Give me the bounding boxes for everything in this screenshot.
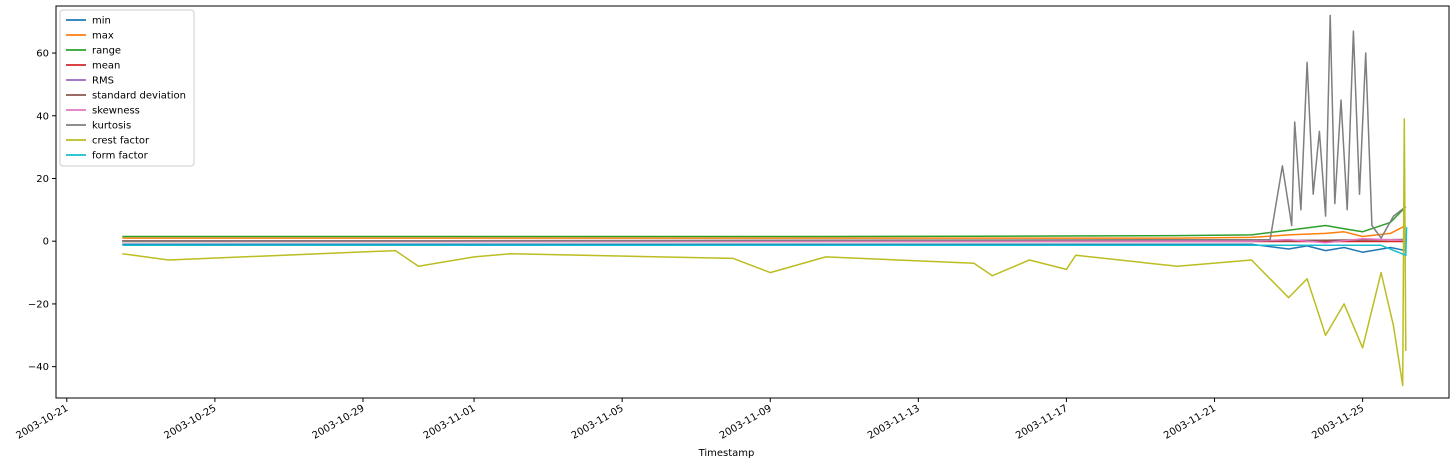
x-tick-label: 2003-10-25 <box>163 403 219 442</box>
legend-label: min <box>92 16 111 27</box>
series-line-skewness <box>122 237 1406 244</box>
x-tick-label: 2003-11-17 <box>1014 403 1070 442</box>
series-line-crest-factor <box>122 118 1407 387</box>
series-line-range <box>122 206 1407 238</box>
y-tick-label: 40 <box>36 111 49 122</box>
plot-area <box>122 14 1408 387</box>
y-tick-label: 20 <box>36 174 49 185</box>
legend-label: form factor <box>92 151 149 162</box>
x-tick-label: 2003-11-05 <box>570 403 626 442</box>
x-tick-label: 2003-11-13 <box>866 403 922 442</box>
x-tick-label: 2003-11-09 <box>718 403 774 442</box>
y-tick-label: −20 <box>28 299 49 310</box>
legend-label: skewness <box>92 106 140 117</box>
legend-label: range <box>92 46 121 57</box>
x-axis-title: Timestamp <box>698 448 755 459</box>
x-tick-label: 2003-10-21 <box>14 403 70 442</box>
series-line-min <box>122 243 1406 253</box>
series-line-kurtosis <box>122 14 1407 242</box>
series-line-max <box>122 224 1407 239</box>
legend-box <box>59 9 195 167</box>
x-tick-label: 2003-10-29 <box>311 403 367 442</box>
legend: min max range mean RMS standard deviation skew… <box>59 9 195 167</box>
legend-label: max <box>92 31 114 42</box>
series-line-form-factor <box>122 227 1408 257</box>
legend-label: crest factor <box>92 136 150 147</box>
legend-label: kurtosis <box>92 121 131 132</box>
x-tick-label: 2003-11-01 <box>422 403 478 442</box>
y-tick-label: −40 <box>28 362 49 373</box>
y-tick-label: 60 <box>36 49 49 60</box>
y-tick-label: 0 <box>43 237 49 248</box>
legend-label: standard deviation <box>92 91 186 102</box>
legend-label: RMS <box>92 76 114 87</box>
x-tick-label: 2003-11-25 <box>1310 403 1366 442</box>
legend-label: mean <box>92 61 120 72</box>
x-tick-label: 2003-11-21 <box>1162 403 1218 442</box>
axes-frame <box>55 5 1450 399</box>
